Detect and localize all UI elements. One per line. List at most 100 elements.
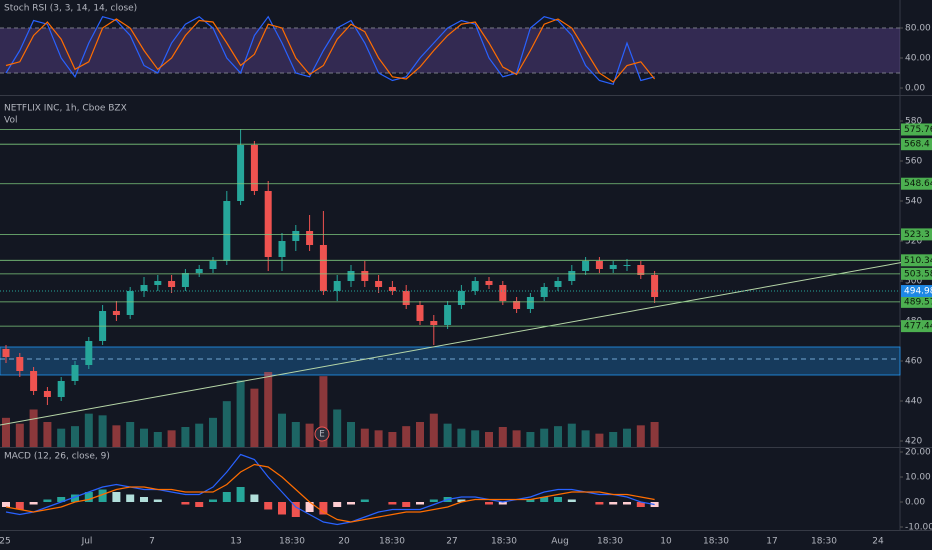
volume-bar [429, 413, 438, 447]
candle-body [195, 269, 203, 273]
volume-bar [636, 425, 645, 447]
volume-bar [236, 380, 245, 447]
x-tick-label: 18:30 [703, 537, 729, 547]
volume-bar [443, 423, 452, 447]
candle-body [292, 231, 300, 241]
level-label: 548.64 [904, 179, 932, 189]
candle-body [250, 145, 258, 191]
histogram-bar [2, 502, 10, 507]
histogram-bar [526, 499, 535, 502]
volume-bar [112, 425, 121, 447]
histogram-bar [457, 499, 466, 502]
level-tag [901, 267, 932, 280]
x-tick-label: 24 [872, 537, 884, 547]
y-tick-label: 440 [905, 397, 922, 407]
histogram-bar [140, 497, 148, 502]
volume-label: Vol [4, 116, 17, 126]
indicator-line [5, 18, 656, 83]
y-tick-label: 420 [905, 437, 922, 447]
histogram-bar [29, 502, 38, 505]
earnings-label: E [319, 430, 325, 440]
y-tick-label: -10.00 [905, 523, 932, 533]
level-tag [901, 320, 932, 333]
volume-bar [388, 432, 397, 447]
candle-body [609, 265, 617, 269]
volume-bar [15, 423, 24, 447]
level-label: 575.76 [904, 125, 932, 135]
histogram-bar [112, 492, 121, 502]
band [0, 27, 900, 74]
histogram-bar [554, 497, 562, 502]
x-tick-label: 18:30 [811, 537, 837, 547]
volume-bar [305, 423, 314, 447]
volume-bar [485, 432, 493, 447]
y-tick-label: 80.00 [905, 23, 931, 33]
candle-body [526, 297, 534, 309]
level-tag [901, 138, 932, 151]
candle-body [209, 261, 217, 269]
y-tick-label: 20.00 [905, 448, 931, 458]
zone [0, 346, 901, 376]
y-tick-label: 560 [905, 157, 922, 167]
volume-bar [540, 428, 549, 447]
level-tag [901, 254, 932, 267]
candle-body [375, 281, 383, 287]
volume-bar [609, 432, 618, 447]
candle-body [85, 341, 93, 365]
y-tick-label: 0.00 [905, 84, 925, 94]
histogram-bar [250, 494, 259, 502]
volume-bar [195, 423, 204, 447]
level-tag [901, 295, 932, 308]
y-tick-label: 520 [905, 237, 922, 247]
candle-body [333, 281, 341, 291]
candle-body [140, 285, 148, 291]
volume-bar [84, 413, 93, 447]
volume-bar [595, 433, 604, 447]
histogram-bar [153, 499, 162, 502]
x-tick-label: 13 [230, 537, 241, 547]
x-tick-label: 7 [149, 537, 155, 547]
price-title: NETFLIX INC, 1h, Cboe BZX [4, 104, 127, 114]
volume-bar [333, 409, 342, 447]
level-label: 477.44 [904, 322, 932, 332]
x-tick-label: 10 [660, 537, 672, 547]
candle-body [112, 311, 120, 315]
histogram-bar [98, 489, 107, 502]
candle-body [595, 261, 603, 269]
candle-body [623, 265, 631, 266]
candle-body [637, 265, 645, 275]
volume-bar [71, 426, 79, 447]
volume-bar [457, 428, 466, 447]
volume-bar [250, 388, 259, 447]
y-tick-label: 500 [905, 277, 922, 287]
candle-body [43, 391, 51, 397]
volume-bar [167, 430, 176, 447]
candle-body [2, 349, 10, 357]
candle-body [416, 305, 424, 321]
x-tick-label: 18:30 [491, 537, 517, 547]
candle-body [430, 321, 438, 325]
candle-body [513, 301, 521, 309]
candle-body [154, 281, 162, 285]
volume-bar [347, 422, 355, 447]
candle-body [278, 241, 286, 257]
histogram-bar [429, 499, 438, 502]
candle-body [57, 381, 65, 397]
y-tick-label: 460 [905, 357, 922, 367]
candle-body [554, 281, 562, 287]
histogram-bar [15, 502, 24, 510]
candle-body [388, 287, 396, 291]
stoch-title: Stoch RSI (3, 3, 14, 14, close) [4, 4, 137, 14]
histogram-bar [236, 487, 245, 502]
candle-body [651, 275, 659, 297]
volume-bar [181, 427, 190, 447]
level-tag [901, 123, 932, 136]
candle-body [71, 365, 79, 381]
y-tick-label: 10.00 [905, 473, 931, 483]
macd-title: MACD (12, 26, close, 9) [4, 452, 110, 462]
volume-bar [581, 430, 590, 447]
histogram-bar [291, 502, 300, 517]
histogram-bar [195, 502, 204, 507]
histogram-bar [71, 494, 79, 502]
